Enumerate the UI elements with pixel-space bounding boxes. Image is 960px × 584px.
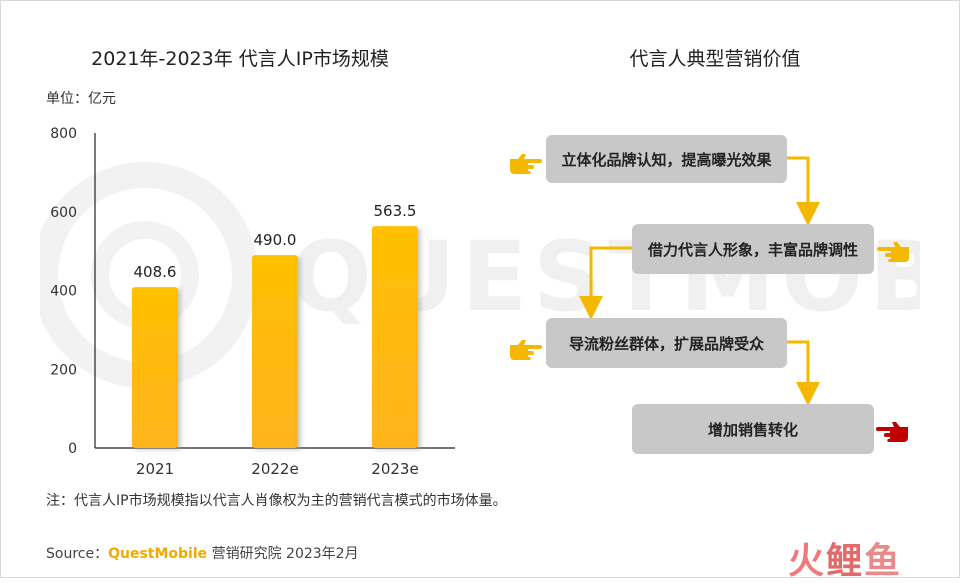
x-tick-label: 2023e <box>371 460 418 478</box>
y-tick-label: 800 <box>50 126 77 142</box>
pointing-hand-left-icon <box>876 422 908 442</box>
y-tick-label: 400 <box>50 284 77 300</box>
flow-step-2: 借力代言人形象，丰富品牌调性 <box>632 224 874 274</box>
x-tick-label: 2022e <box>251 460 298 478</box>
x-tick-label: 2021 <box>136 460 174 478</box>
huoliyu-logo: 火鲤鱼 <box>788 541 903 582</box>
source-prefix: Source： <box>46 546 109 562</box>
bar-value-label: 490.0 <box>254 231 297 249</box>
bar-value-label: 563.5 <box>374 202 417 220</box>
source-line: Source：QuestMobile 营销研究院 2023年2月 <box>46 543 359 563</box>
pointing-hand-right-icon <box>510 154 542 174</box>
pointing-hand-left-icon <box>877 242 909 262</box>
unit-label: 单位：亿元 <box>46 91 116 107</box>
footnote: 注：代言人IP市场规模指以代言人肖像权为主的营销代言模式的市场体量。 <box>46 493 507 509</box>
flow-step-3: 导流粉丝群体，扩展品牌受众 <box>546 318 787 368</box>
chart-title: 2021年-2023年 代言人IP市场规模 <box>91 48 389 70</box>
flow-step-4: 增加销售转化 <box>632 404 874 454</box>
y-tick-label: 0 <box>68 441 77 457</box>
flow-step-1: 立体化品牌认知，提高曝光效果 <box>546 135 787 183</box>
bar-chart: 0 200 400 600 800 408.6 2021 490.0 2022e 563.5 202… <box>50 126 455 478</box>
y-tick-label: 200 <box>50 362 77 378</box>
bar-2023e <box>372 226 418 448</box>
bar-2021 <box>132 287 178 448</box>
source-brand: QuestMobile <box>108 546 208 562</box>
pointing-hand-right-icon <box>510 340 542 360</box>
source-rest: 营销研究院 2023年2月 <box>207 546 359 562</box>
flow-title: 代言人典型营销价值 <box>629 48 801 70</box>
bar-2022e <box>252 255 298 448</box>
y-tick-label: 600 <box>50 205 77 221</box>
bar-value-label: 408.6 <box>134 263 177 281</box>
